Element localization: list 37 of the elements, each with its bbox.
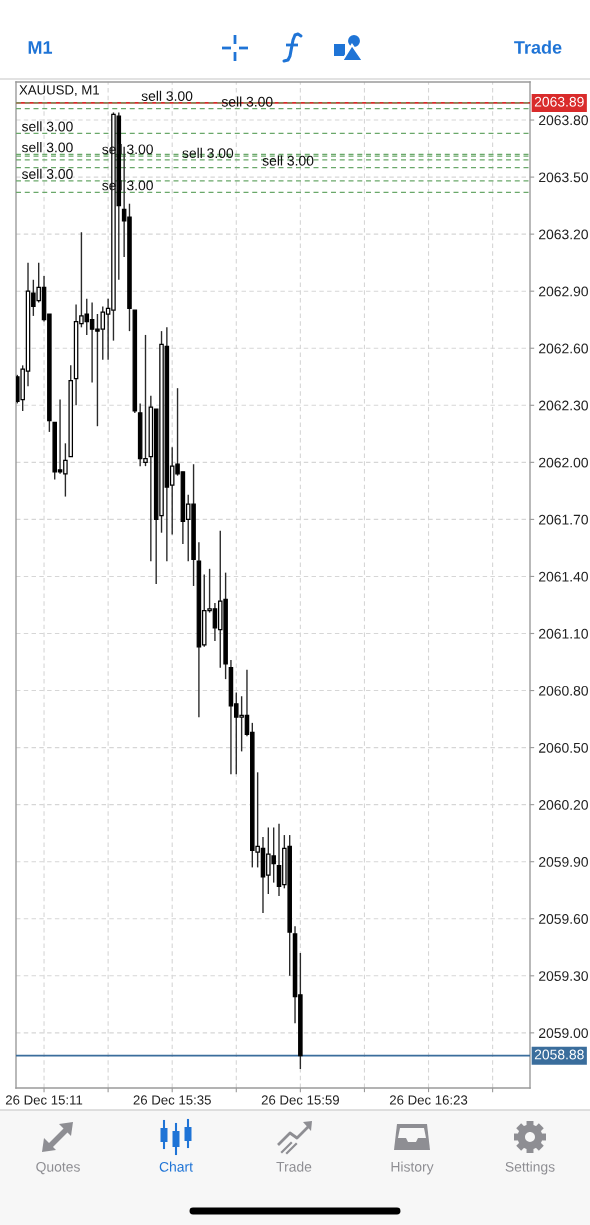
y-tick-label: 2063.50 xyxy=(539,172,588,183)
ref-line-label: sell 3.00 xyxy=(21,168,73,179)
chart-title: XAUUSD, M1 xyxy=(19,85,99,97)
y-tick-label: 2059.60 xyxy=(539,914,588,924)
y-tick-label: 2060.20 xyxy=(539,799,588,810)
ref-line-label: sell 3.00 xyxy=(182,147,234,159)
y-tick-label: 2061.40 xyxy=(539,571,588,582)
text: History xyxy=(391,1161,434,1175)
ref-line-label: sell 3.00 xyxy=(21,142,73,153)
y-tick-label: 2063.20 xyxy=(539,229,588,240)
y-tick-label: 2062.30 xyxy=(539,400,588,411)
text: Trade xyxy=(514,40,562,54)
text: M1 xyxy=(28,41,53,54)
text: Settings xyxy=(505,1161,555,1175)
y-tick-label: 2061.70 xyxy=(539,514,588,525)
y-tick-label: 2059.90 xyxy=(539,857,588,867)
text: Trade xyxy=(276,1161,312,1172)
text: Quotes xyxy=(36,1161,80,1175)
ref-line-label: sell 3.00 xyxy=(262,155,314,166)
ref-line-label: sell 3.00 xyxy=(21,121,73,132)
ref-line-label: 2063.89 xyxy=(534,96,584,107)
x-tick-label: 26 Dec 16:23 xyxy=(389,1095,468,1105)
y-tick-label: 2062.60 xyxy=(539,343,588,354)
x-tick-label: 26 Dec 15:35 xyxy=(133,1095,211,1105)
x-tick-label: 26 Dec 15:59 xyxy=(261,1095,339,1105)
y-tick-label: 2059.00 xyxy=(539,1028,588,1039)
text: Chart xyxy=(159,1161,193,1172)
y-tick-label: 2060.50 xyxy=(539,742,588,753)
y-tick-label: 2062.90 xyxy=(539,286,588,297)
y-tick-label: 2061.10 xyxy=(539,628,588,639)
y-tick-label: 2063.80 xyxy=(539,115,588,126)
ref-line-label: sell 3.00 xyxy=(141,90,193,101)
y-tick-label: 2062.00 xyxy=(539,457,588,468)
ref-line-label: 2058.88 xyxy=(534,1049,584,1060)
x-tick-label: 26 Dec 15:11 xyxy=(5,1095,83,1105)
y-tick-label: 2059.30 xyxy=(539,971,588,981)
y-tick-label: 2060.80 xyxy=(539,685,588,696)
